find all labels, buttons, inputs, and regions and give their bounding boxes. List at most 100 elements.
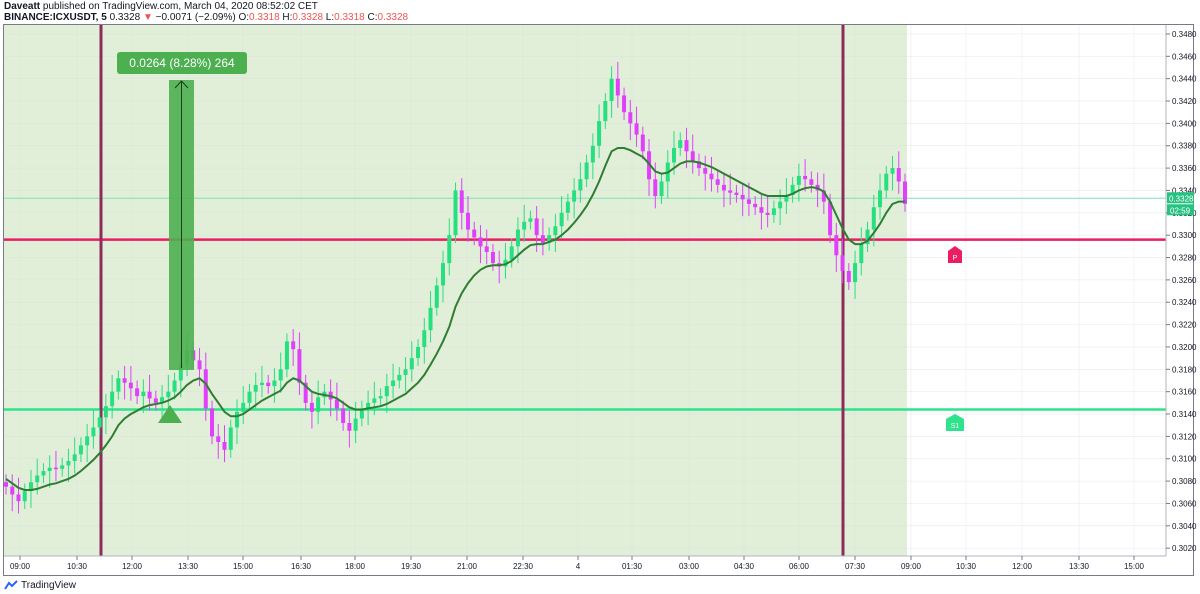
candle[interactable] [846,270,851,283]
candle[interactable] [653,179,658,197]
candle[interactable] [603,101,608,122]
candle[interactable] [353,418,358,431]
candle[interactable] [615,78,620,96]
tradingview-logo-icon[interactable] [4,580,18,590]
candle[interactable] [690,151,695,162]
candle[interactable] [559,212,564,227]
candle[interactable] [434,285,439,308]
candle[interactable] [53,467,58,470]
candle[interactable] [391,380,396,387]
candle[interactable] [247,391,252,403]
candle[interactable] [509,246,514,260]
candle[interactable] [128,382,133,389]
candle[interactable] [409,358,414,370]
tradingview-brand[interactable]: TradingView [21,579,77,591]
candle[interactable] [672,147,677,163]
candle[interactable] [309,402,314,412]
candle[interactable] [228,427,233,450]
candle[interactable] [278,369,283,381]
candle[interactable] [821,190,826,202]
candle[interactable] [896,168,901,182]
candle[interactable] [160,397,165,403]
candle[interactable] [403,369,408,375]
candle[interactable] [609,78,614,102]
support-marker[interactable] [946,414,964,431]
candle[interactable] [253,384,258,392]
candle[interactable] [734,192,739,195]
candle[interactable] [291,341,296,350]
candle[interactable] [865,229,870,245]
candle[interactable] [91,427,96,437]
candle[interactable] [796,175,801,185]
candle[interactable] [266,382,271,387]
candle[interactable] [47,467,52,472]
candle[interactable] [378,396,383,399]
candle[interactable] [522,221,527,230]
candle[interactable] [303,382,308,403]
candle[interactable] [147,391,152,399]
candle[interactable] [10,486,15,495]
candle[interactable] [721,184,726,191]
candle[interactable] [122,378,127,383]
candle[interactable] [16,494,21,502]
candle[interactable] [197,360,202,370]
candle[interactable] [765,212,770,216]
candle[interactable] [640,134,645,152]
candle[interactable] [590,145,595,163]
candle[interactable] [465,212,470,230]
candle[interactable] [790,184,795,195]
candle[interactable] [828,201,833,236]
candle[interactable] [359,408,364,419]
candle[interactable] [622,95,627,113]
candle[interactable] [172,380,177,392]
candle[interactable] [297,349,302,383]
candle[interactable] [347,422,352,431]
candle[interactable] [4,482,8,487]
candle[interactable] [447,235,452,264]
candle[interactable] [272,380,277,387]
candle[interactable] [553,226,558,236]
candle[interactable] [740,194,745,200]
candle[interactable] [547,235,552,243]
candle[interactable] [116,378,121,392]
candle[interactable] [97,417,102,428]
candle[interactable] [565,201,570,213]
candle[interactable] [853,263,858,283]
candle[interactable] [515,229,520,247]
candle[interactable] [597,121,602,146]
candle[interactable] [110,391,115,407]
candle[interactable] [628,112,633,124]
candle[interactable] [203,369,208,409]
candle[interactable] [771,208,776,216]
candle[interactable] [441,263,446,286]
candle[interactable] [578,179,583,191]
candle[interactable] [35,475,40,483]
candle[interactable] [316,397,321,412]
candle[interactable] [709,173,714,180]
candle[interactable] [803,175,808,180]
candle[interactable] [453,190,458,236]
candle[interactable] [103,406,108,418]
candle[interactable] [634,123,639,135]
candle[interactable] [534,218,539,236]
candle[interactable] [784,194,789,202]
candle[interactable] [746,199,751,204]
candle[interactable] [416,346,421,359]
candle[interactable] [422,330,427,347]
candle[interactable] [284,341,289,370]
candle[interactable] [903,181,907,204]
candle[interactable] [647,151,652,180]
candle[interactable] [753,203,758,208]
candle[interactable] [222,441,227,450]
candle[interactable] [572,190,577,202]
candle[interactable] [234,411,239,428]
candle[interactable] [478,237,483,247]
candle[interactable] [459,190,464,213]
candle[interactable] [259,382,264,385]
pivot-marker[interactable] [948,246,962,263]
candle[interactable] [241,402,246,412]
candle[interactable] [884,173,889,191]
candle[interactable] [678,140,683,148]
candle[interactable] [834,235,839,256]
